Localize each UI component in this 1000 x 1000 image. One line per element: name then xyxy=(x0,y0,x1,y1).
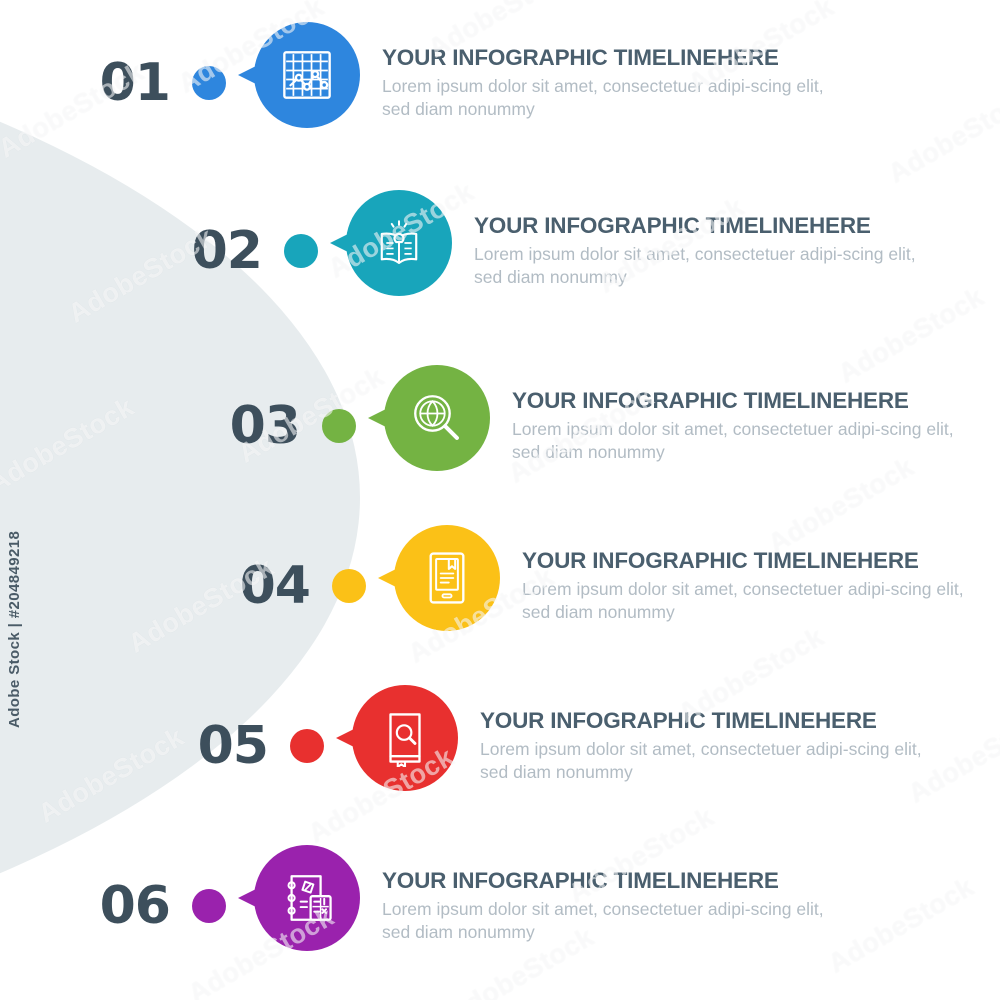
item-title: YOUR INFOGRAPHIC TIMELINEHERE xyxy=(522,547,919,573)
icon-bubble[interactable] xyxy=(254,845,360,951)
watermark-credit-vertical: Adobe Stock | #204849218 xyxy=(6,530,23,728)
icon-bubble[interactable] xyxy=(394,525,500,631)
icon-bubble-wrap xyxy=(238,22,360,144)
item-number: 05 xyxy=(197,716,269,776)
item-text-block: YOUR INFOGRAPHIC TIMELINEHERE Lorem ipsu… xyxy=(474,212,944,289)
open-book-lightbulb-icon xyxy=(370,214,428,272)
timeline-item-05[interactable]: 05 YOUR INFOGRAPHIC TIMELINEHERE Lorem i… xyxy=(196,685,950,807)
item-title: YOUR INFOGRAPHIC TIMELINEHERE xyxy=(382,44,779,70)
timeline-item-04[interactable]: 04 YOUR INFOGRAPHIC TIMELINEHERE Lorem i… xyxy=(238,525,992,647)
timeline-item-01[interactable]: 01 YOUR INFOGRAPHIC TI xyxy=(98,22,852,144)
icon-bubble[interactable] xyxy=(346,190,452,296)
item-title: YOUR INFOGRAPHIC TIMELINEHERE xyxy=(382,867,779,893)
item-title: YOUR INFOGRAPHIC TIMELINEHERE xyxy=(474,212,871,238)
icon-bubble-wrap xyxy=(330,190,452,312)
timeline-dot xyxy=(192,66,226,100)
icon-bubble-wrap xyxy=(368,365,490,487)
timeline-item-03[interactable]: 03 YOUR INFOGRAPHIC TIMELINEHERE Lorem i… xyxy=(228,365,982,487)
icon-bubble[interactable] xyxy=(384,365,490,471)
icon-bubble-wrap xyxy=(378,525,500,647)
icon-bubble[interactable] xyxy=(352,685,458,791)
tablet-ebook-icon xyxy=(418,549,476,607)
item-text-block: YOUR INFOGRAPHIC TIMELINEHERE Lorem ipsu… xyxy=(480,707,950,784)
item-description: Lorem ipsum dolor sit amet, consectetuer… xyxy=(382,899,824,942)
item-text-block: YOUR INFOGRAPHIC TIMELINEHERE Lorem ipsu… xyxy=(382,44,852,121)
timeline-dot xyxy=(322,409,356,443)
item-description: Lorem ipsum dolor sit amet, consectetuer… xyxy=(480,739,922,782)
item-title: YOUR INFOGRAPHIC TIMELINEHERE xyxy=(480,707,877,733)
book-search-icon xyxy=(376,709,434,767)
timeline-dot xyxy=(290,729,324,763)
icon-bubble-wrap xyxy=(238,845,360,967)
item-number: 01 xyxy=(99,53,171,113)
item-title: YOUR INFOGRAPHIC TIMELINEHERE xyxy=(512,387,909,413)
icon-bubble-wrap xyxy=(336,685,458,807)
icon-bubble[interactable] xyxy=(254,22,360,128)
item-number: 02 xyxy=(191,221,263,281)
item-text-block: YOUR INFOGRAPHIC TIMELINEHERE Lorem ipsu… xyxy=(382,867,852,944)
item-number: 04 xyxy=(239,556,311,616)
timeline-item-02[interactable]: 02 YOUR INFOGRAPHIC TIMELINEHERE Lorem i… xyxy=(190,190,944,312)
item-description: Lorem ipsum dolor sit amet, consectetuer… xyxy=(474,244,916,287)
timeline-dot xyxy=(284,234,318,268)
item-number: 06 xyxy=(99,876,171,936)
timeline-dot xyxy=(332,569,366,603)
item-text-block: YOUR INFOGRAPHIC TIMELINEHERE Lorem ipsu… xyxy=(522,547,992,624)
notebook-calculator-icon xyxy=(278,869,336,927)
item-description: Lorem ipsum dolor sit amet, consectetuer… xyxy=(382,76,824,119)
item-text-block: YOUR INFOGRAPHIC TIMELINEHERE Lorem ipsu… xyxy=(512,387,982,464)
globe-search-icon xyxy=(408,389,466,447)
item-number: 03 xyxy=(229,396,301,456)
timeline-dot xyxy=(192,889,226,923)
chart-grid-icon xyxy=(278,46,336,104)
item-description: Lorem ipsum dolor sit amet, consectetuer… xyxy=(522,579,964,622)
item-description: Lorem ipsum dolor sit amet, consectetuer… xyxy=(512,419,954,462)
watermark-tile: AdobeStock xyxy=(883,81,1000,189)
timeline-item-06[interactable]: 06 xyxy=(98,845,852,967)
